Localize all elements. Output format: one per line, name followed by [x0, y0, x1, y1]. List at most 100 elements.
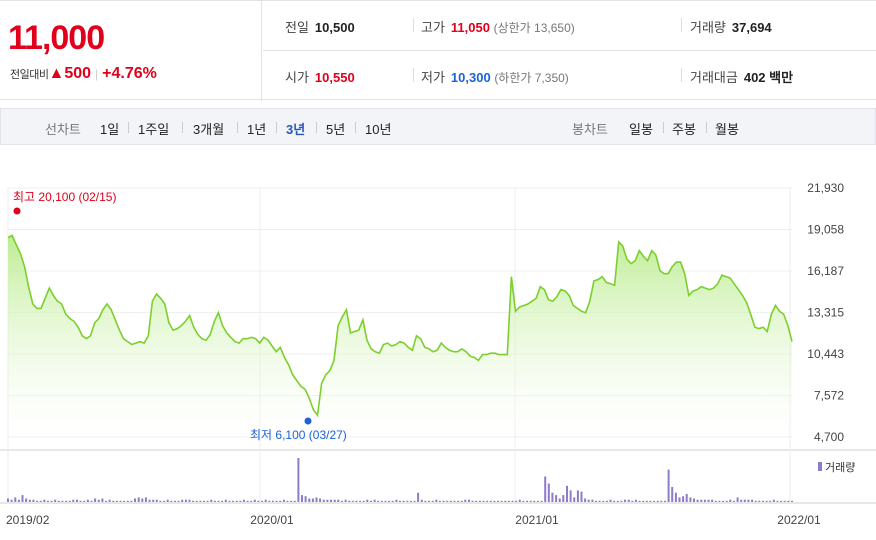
volume-bar [787, 500, 790, 502]
volume-bar [751, 499, 754, 502]
tab-period-10y[interactable]: 10년 [365, 122, 392, 137]
volume-bar [638, 500, 641, 502]
price-chart-svg: 21,930 19,058 16,187 13,315 10,443 7,572 4,700… [0, 181, 876, 527]
volume-bar [486, 500, 489, 502]
stat-label: 고가 [421, 20, 445, 35]
volume-bar [769, 500, 772, 502]
volume-bar [224, 499, 227, 502]
volume-bar [406, 500, 409, 502]
tab-period-1y[interactable]: 1년 [247, 122, 267, 137]
volume-bar [573, 497, 576, 502]
volume-bar [783, 500, 786, 502]
stat-value: 10,500 [314, 20, 355, 35]
divider [182, 122, 183, 133]
volume-bar [228, 500, 231, 502]
volume-bar [700, 499, 703, 502]
volume-bar [780, 500, 783, 502]
volume-bar [61, 500, 64, 502]
tab-candle-daily[interactable]: 일봉 [629, 122, 653, 137]
current-price: 11,000 [8, 19, 105, 57]
volume-bar [308, 498, 311, 502]
tab-period-3m[interactable]: 3개월 [193, 122, 225, 137]
volume-bar [21, 495, 24, 502]
volume-bar [253, 499, 256, 502]
volume-bar [192, 500, 195, 502]
volume-bar [772, 499, 775, 502]
volume-bar [453, 500, 456, 502]
price-chart[interactable]: 21,930 19,058 16,187 13,315 10,443 7,572 4,700… [0, 180, 876, 540]
volume-bar [569, 490, 572, 502]
volume-bar [337, 499, 340, 502]
volume-bar [660, 500, 663, 502]
volume-bar [591, 499, 594, 502]
volume-bar [620, 500, 623, 502]
x-tick-label: 2022/01 [777, 513, 821, 527]
stats-row-2: 시가 10,550 저가 10,300 (하한가 7,350) 거래대금 402 백만 [263, 51, 876, 101]
divider [237, 122, 238, 133]
volume-bar [257, 500, 260, 502]
volume-bar [384, 500, 387, 502]
volume-bar [417, 492, 420, 502]
price-stats: 전일 10,500 고가 11,050 (상한가 13,650) 거래량 37,694… [263, 1, 876, 101]
volume-bar [90, 500, 93, 502]
volume-bar [144, 497, 147, 502]
volume-bar [529, 500, 532, 502]
volume-bar [533, 500, 536, 502]
tab-period-5y[interactable]: 5년 [326, 122, 346, 137]
volume-bar [395, 499, 398, 502]
tab-period-1w[interactable]: 1주일 [138, 122, 170, 137]
volume-bar [605, 500, 608, 502]
volume-bar [776, 500, 779, 502]
volume-bar [587, 499, 590, 502]
volume-bar [743, 499, 746, 502]
tab-period-3y[interactable]: 3년 [286, 122, 306, 137]
volume-bar [664, 500, 666, 502]
volume-bar [624, 499, 626, 502]
price-change-row: 전일대비▲500 | +4.76% [10, 65, 157, 83]
volume-bar [203, 500, 205, 502]
volume-bar [326, 499, 329, 502]
y-tick-label: 19,058 [807, 223, 844, 237]
volume-bar [322, 499, 325, 502]
volume-bar [297, 458, 300, 502]
y-tick-label: 16,187 [807, 264, 844, 278]
volume-bar [420, 499, 423, 502]
volume-bar [246, 500, 249, 502]
volume-bar [598, 500, 601, 502]
volume-bar [762, 500, 764, 502]
volume-bar [359, 500, 362, 502]
volume-bar [475, 500, 478, 502]
price-line [7, 234, 793, 418]
volume-bar [544, 476, 547, 502]
volume-bar [732, 500, 735, 502]
volume-bar [627, 499, 630, 502]
volume-bar [754, 500, 757, 502]
separator: | [95, 67, 99, 81]
volume-bar [36, 500, 38, 502]
price-summary-panel: 11,000 전일대비▲500 | +4.76% 전일 10,500 고가 11,050… [0, 0, 876, 101]
volume-bar [722, 500, 724, 502]
stat-high: 고가 11,050 (상한가 13,650) [421, 17, 575, 36]
volume-bar [134, 498, 136, 502]
volume-bar [286, 500, 289, 502]
volume-bar [275, 500, 278, 502]
volume-bar [609, 499, 612, 502]
line-chart-label: 선차트 [45, 122, 81, 137]
volume-bar [725, 500, 728, 502]
max-annotation: 최고 20,100 (02/15) [13, 190, 116, 204]
volume-bar [649, 500, 652, 502]
tab-candle-weekly[interactable]: 주봉 [672, 122, 696, 137]
change-label: 전일대비 [10, 69, 49, 81]
current-price-box: 11,000 전일대비▲500 | +4.76% [0, 1, 262, 101]
volume-bar [765, 500, 768, 502]
change-value: 500 [64, 65, 92, 82]
volume-bar [703, 499, 706, 502]
up-arrow-icon: ▲ [48, 65, 65, 82]
stat-open: 시가 10,550 [285, 67, 355, 86]
volume-bar [46, 500, 49, 502]
stat-label: 거래대금 [690, 70, 738, 85]
volume-bar [141, 498, 144, 502]
tab-candle-monthly[interactable]: 월봉 [715, 122, 739, 137]
volume-bar [152, 499, 155, 502]
tab-period-1d[interactable]: 1일 [100, 122, 120, 137]
